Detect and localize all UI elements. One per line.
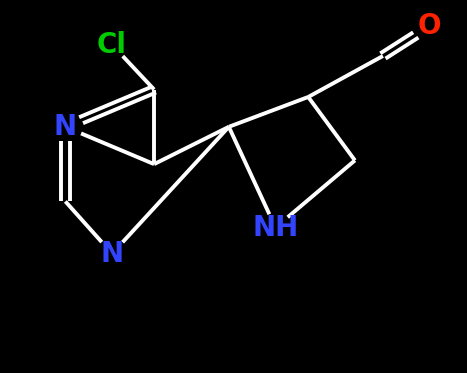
Text: N: N [100,239,124,268]
Text: O: O [418,12,441,40]
Text: Cl: Cl [97,31,127,59]
Text: NH: NH [252,213,299,242]
Text: N: N [54,113,77,141]
